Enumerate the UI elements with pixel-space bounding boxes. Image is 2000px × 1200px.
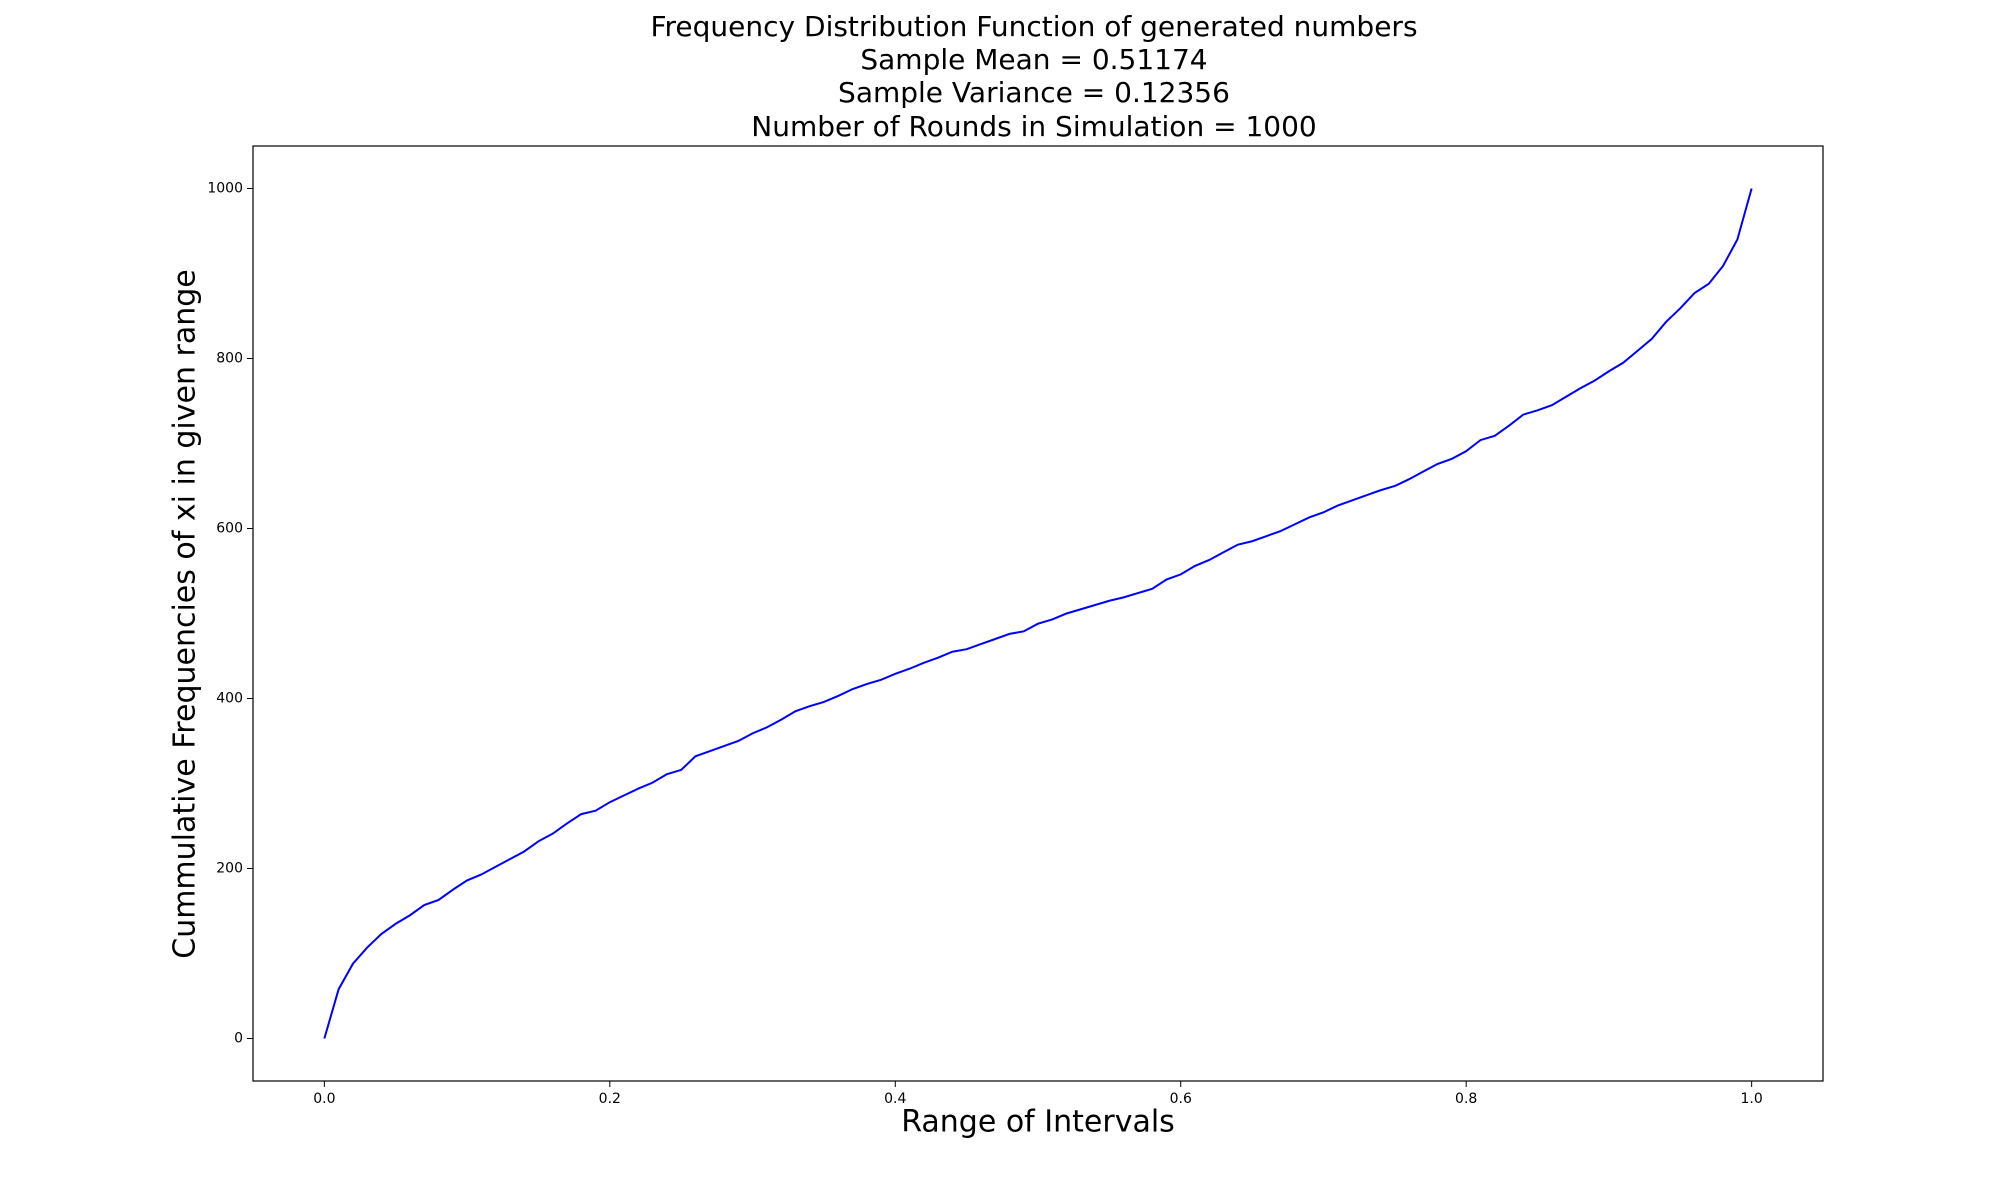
x-tick-label: 0.2 bbox=[599, 1091, 621, 1107]
chart-title: Frequency Distribution Function of gener… bbox=[650, 10, 1417, 43]
y-tick-label: 1000 bbox=[207, 181, 243, 197]
data-line bbox=[323, 188, 1753, 1039]
y-tick-label: 400 bbox=[216, 691, 243, 707]
y-axis-label: Cummulative Frequencies of xi in given r… bbox=[168, 269, 203, 959]
x-tick-label: 0.0 bbox=[313, 1091, 335, 1107]
chart-subtitle: Number of Rounds in Simulation = 1000 bbox=[751, 110, 1316, 143]
chart-subtitle: Sample Variance = 0.12356 bbox=[838, 76, 1230, 109]
x-axis-label: Range of Intervals bbox=[901, 1105, 1175, 1140]
x-tick-label: 0.4 bbox=[884, 1091, 906, 1107]
plot-frame bbox=[252, 145, 1824, 1082]
y-tick-label: 200 bbox=[216, 861, 243, 877]
y-tick-label: 0 bbox=[234, 1031, 243, 1047]
x-tick-label: 1.0 bbox=[1741, 1091, 1763, 1107]
chart-subtitle: Sample Mean = 0.51174 bbox=[860, 43, 1207, 76]
y-tick-label: 800 bbox=[216, 351, 243, 367]
x-tick-label: 0.6 bbox=[1170, 1091, 1192, 1107]
y-tick-label: 600 bbox=[216, 521, 243, 537]
x-tick-label: 0.8 bbox=[1455, 1091, 1477, 1107]
